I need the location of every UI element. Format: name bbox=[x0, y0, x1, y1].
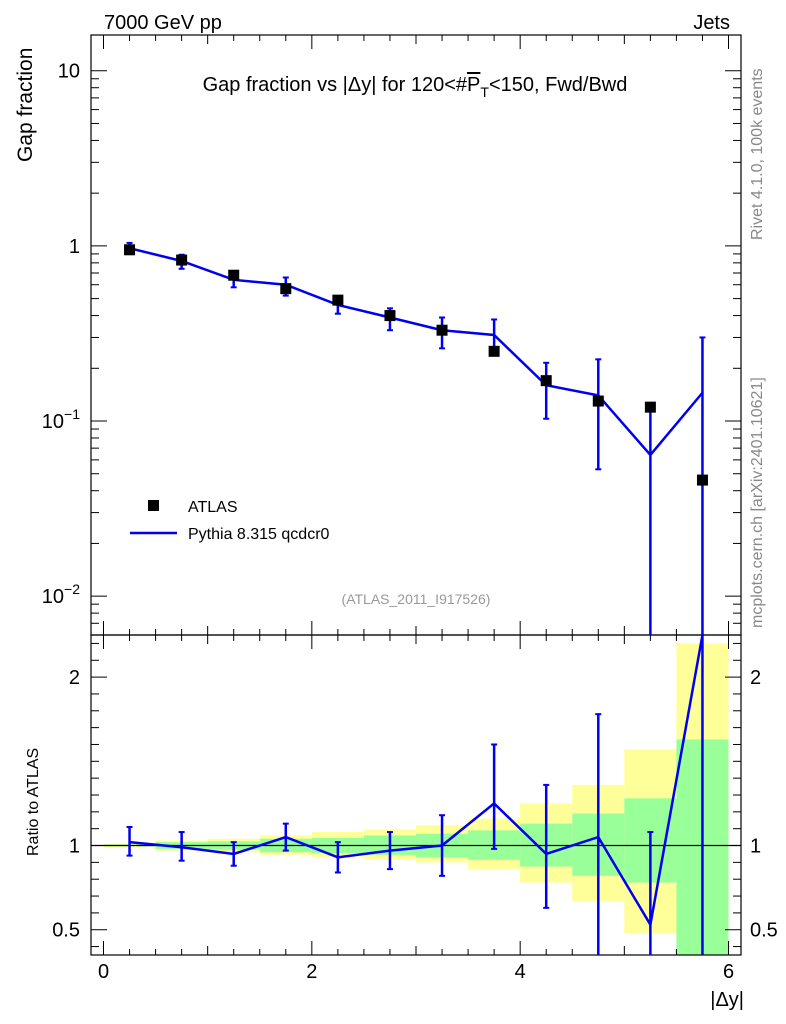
main-y-tick-exponent: −2 bbox=[64, 581, 80, 597]
ratio-y-tick-label: 1 bbox=[69, 836, 80, 858]
atlas-data-point bbox=[384, 310, 396, 322]
title-sub: T bbox=[480, 84, 489, 100]
ratio-ylabel: Ratio to ATLAS bbox=[25, 748, 42, 856]
atlas-data-point bbox=[696, 474, 708, 486]
atlas-data-point bbox=[176, 254, 188, 266]
ratio-mc-line bbox=[129, 634, 704, 929]
main-y-tick-base: 10 bbox=[58, 61, 80, 83]
ratio-y-tick-label-right: 2 bbox=[750, 667, 761, 689]
rivet-label: Rivet 4.1.0, 100k events bbox=[749, 68, 766, 240]
legend-atlas-label: ATLAS bbox=[188, 499, 238, 516]
x-tick-label: 0 bbox=[98, 961, 109, 983]
x-tick-label: 6 bbox=[723, 961, 734, 983]
title-over: P bbox=[467, 74, 480, 96]
reference-label: (ATLAS_2011_I917526) bbox=[342, 591, 491, 607]
x-tick-label: 4 bbox=[515, 961, 526, 983]
atlas-data-point bbox=[280, 283, 292, 295]
title-post: <150, Fwd/Bwd bbox=[489, 74, 627, 96]
main-y-tick-base: 10 bbox=[42, 411, 64, 433]
ratio-y-tick-label: 0.5 bbox=[52, 920, 80, 942]
ratio-y-tick-label: 2 bbox=[69, 667, 80, 689]
legend-pythia-label: Pythia 8.315 qcdcr0 bbox=[188, 526, 330, 543]
ratio-y-tick-label-right: 1 bbox=[750, 836, 761, 858]
ratio-y-tick-label-right: 0.5 bbox=[750, 920, 778, 942]
mc-line bbox=[129, 246, 704, 457]
main-y-tick-label: 10−2 bbox=[42, 581, 80, 608]
legend-atlas-marker bbox=[148, 500, 159, 511]
process-label: Jets bbox=[693, 12, 730, 34]
x-axis-label: |Δy| bbox=[710, 989, 744, 1011]
main-ylabel: Gap fraction bbox=[14, 48, 37, 162]
main-title: Gap fraction vs |Δy| for 120<#PT<150, Fw… bbox=[203, 74, 628, 100]
main-y-tick-label: 10 bbox=[58, 61, 80, 83]
atlas-data-point bbox=[592, 395, 604, 407]
main-y-tick-exponent: −1 bbox=[64, 406, 80, 422]
x-tick-label: 2 bbox=[306, 961, 317, 983]
energy-label: 7000 GeV pp bbox=[104, 12, 222, 34]
main-y-tick-label: 10−1 bbox=[42, 406, 80, 433]
main-y-tick-base: 1 bbox=[69, 236, 80, 258]
mcplots-label: mcplots.cern.ch [arXiv:2401.10621] bbox=[749, 377, 766, 628]
main-y-tick-label: 1 bbox=[69, 236, 80, 258]
title-pre: Gap fraction vs |Δy| for 120<# bbox=[203, 74, 468, 96]
atlas-data-point bbox=[124, 244, 136, 256]
atlas-data-point bbox=[488, 345, 500, 357]
atlas-data-point bbox=[540, 375, 552, 387]
atlas-data-point bbox=[436, 324, 448, 336]
atlas-data-point bbox=[228, 269, 240, 281]
main-y-tick-base: 10 bbox=[42, 586, 64, 608]
atlas-data-point bbox=[644, 401, 656, 413]
main-frame bbox=[90, 34, 742, 636]
atlas-data-point bbox=[332, 294, 344, 306]
